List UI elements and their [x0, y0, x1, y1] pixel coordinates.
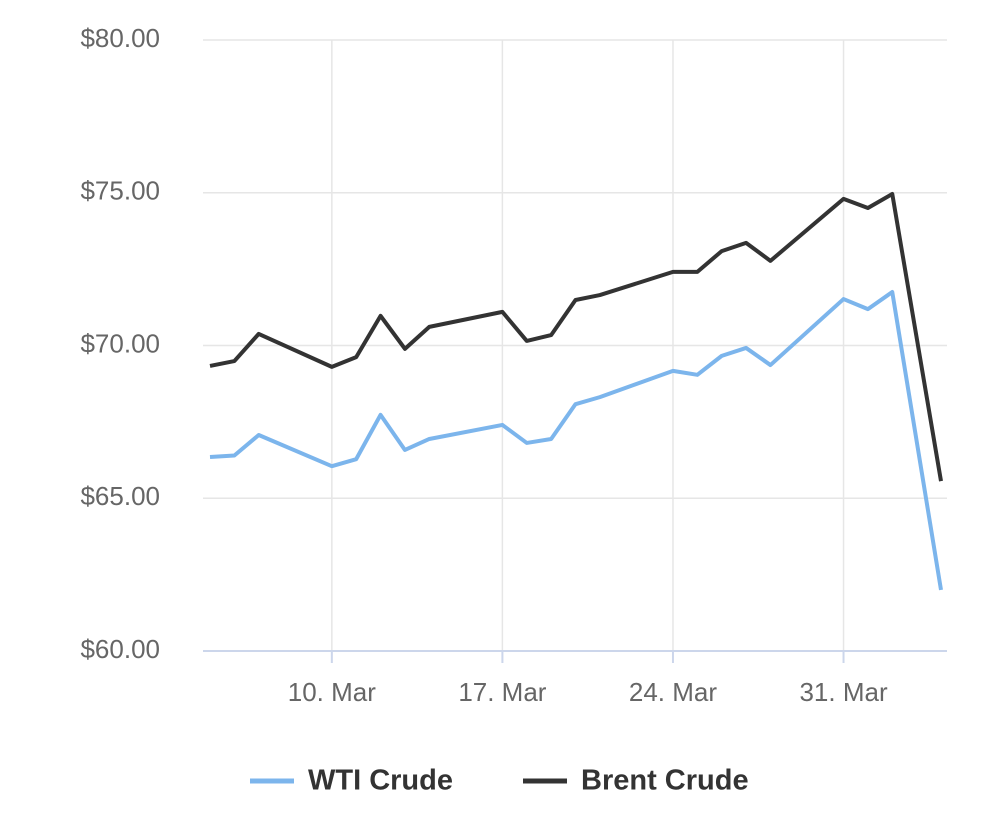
- y-tick-label: $70.00: [80, 328, 160, 358]
- y-tick-label: $65.00: [80, 481, 160, 511]
- legend-label: Brent Crude: [581, 765, 749, 797]
- y-tick-label: $60.00: [80, 634, 160, 664]
- y-tick-label: $80.00: [80, 23, 160, 53]
- legend-label: WTI Crude: [308, 765, 453, 797]
- y-tick-label: $75.00: [80, 176, 160, 206]
- series-line: [209, 191, 943, 482]
- series-line: [209, 290, 943, 591]
- x-tick-label: 31. Mar: [799, 677, 887, 707]
- x-tick-label: 17. Mar: [458, 677, 546, 707]
- x-tick-label: 24. Mar: [629, 677, 717, 707]
- x-tick-label: 10. Mar: [288, 677, 376, 707]
